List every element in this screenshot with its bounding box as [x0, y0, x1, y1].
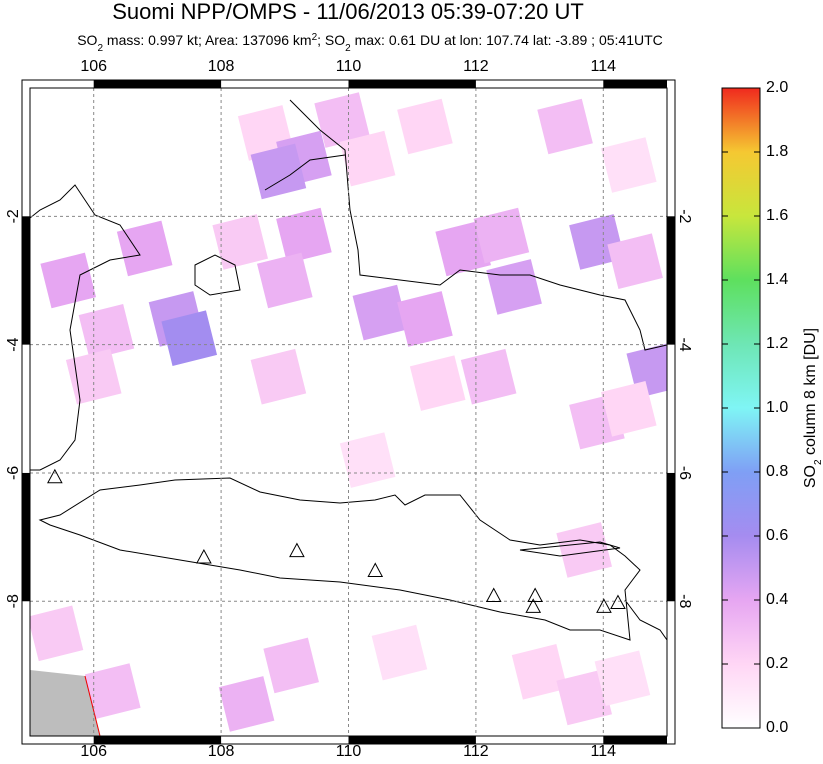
- y-tick-label: -8: [676, 594, 693, 608]
- y-tick-label: -2: [5, 209, 22, 223]
- frame-segment: [22, 216, 30, 344]
- text-part: column 8 km [DU]: [802, 328, 819, 460]
- colorbar-tick-label: 0.0: [766, 719, 788, 736]
- x-tick-label: 108: [208, 743, 235, 759]
- y-tick-label: -6: [5, 466, 22, 480]
- colorbar-tick-label: 1.4: [766, 271, 788, 288]
- colorbar-label: SO2 column 8 km [DU]: [802, 328, 823, 488]
- frame-segment: [603, 80, 667, 88]
- frame-segment: [667, 473, 675, 601]
- text-part: SO: [802, 465, 819, 488]
- text-part: max: 0.61 DU at lon: 107.74 lat: -3.89 ;…: [351, 32, 663, 48]
- text-part: SO: [77, 32, 97, 48]
- chart-title: Suomi NPP/OMPS - 11/06/2013 05:39-07:20 …: [112, 0, 584, 24]
- colorbar-tick-label: 1.8: [766, 143, 788, 160]
- y-tick-label: -2: [676, 209, 693, 223]
- text-part: ; SO: [317, 32, 345, 48]
- frame-segment: [667, 216, 675, 344]
- y-tick-label: -6: [676, 466, 693, 480]
- colorbar-tick-label: 1.0: [766, 399, 788, 416]
- text-part: mass: 0.997 kt; Area: 137096 km: [103, 32, 312, 48]
- x-tick-label: 114: [591, 58, 617, 75]
- x-tick-label: 106: [80, 58, 107, 75]
- x-tick-label: 106: [80, 743, 107, 759]
- frame-segment: [94, 80, 221, 88]
- colorbar-tick-label: 0.2: [766, 655, 788, 672]
- frame-segment: [603, 736, 667, 744]
- x-tick-label: 110: [336, 743, 362, 759]
- y-tick-label: -4: [676, 338, 693, 352]
- colorbar-tick-label: 1.6: [766, 207, 788, 224]
- x-tick-label: 112: [463, 743, 489, 759]
- frame-segment: [349, 736, 476, 744]
- colorbar-tick-label: 0.8: [766, 463, 788, 480]
- chart-subtitle: SO2 mass: 0.997 kt; Area: 137096 km2; SO…: [77, 32, 663, 54]
- colorbar-tick-label: 0.6: [766, 527, 788, 544]
- x-tick-label: 110: [336, 58, 362, 75]
- y-tick-label: -8: [5, 594, 22, 608]
- x-tick-label: 114: [591, 743, 617, 759]
- colorbar-tick-label: 0.4: [766, 591, 788, 608]
- frame-segment: [349, 80, 476, 88]
- x-tick-label: 112: [463, 58, 489, 75]
- y-tick-label: -4: [5, 337, 22, 351]
- colorbar-tick-label: 1.2: [766, 335, 788, 352]
- x-tick-label: 108: [208, 58, 235, 75]
- frame-segment: [94, 736, 221, 744]
- colorbar-tick-label: 2.0: [766, 79, 788, 96]
- frame-segment: [22, 473, 30, 601]
